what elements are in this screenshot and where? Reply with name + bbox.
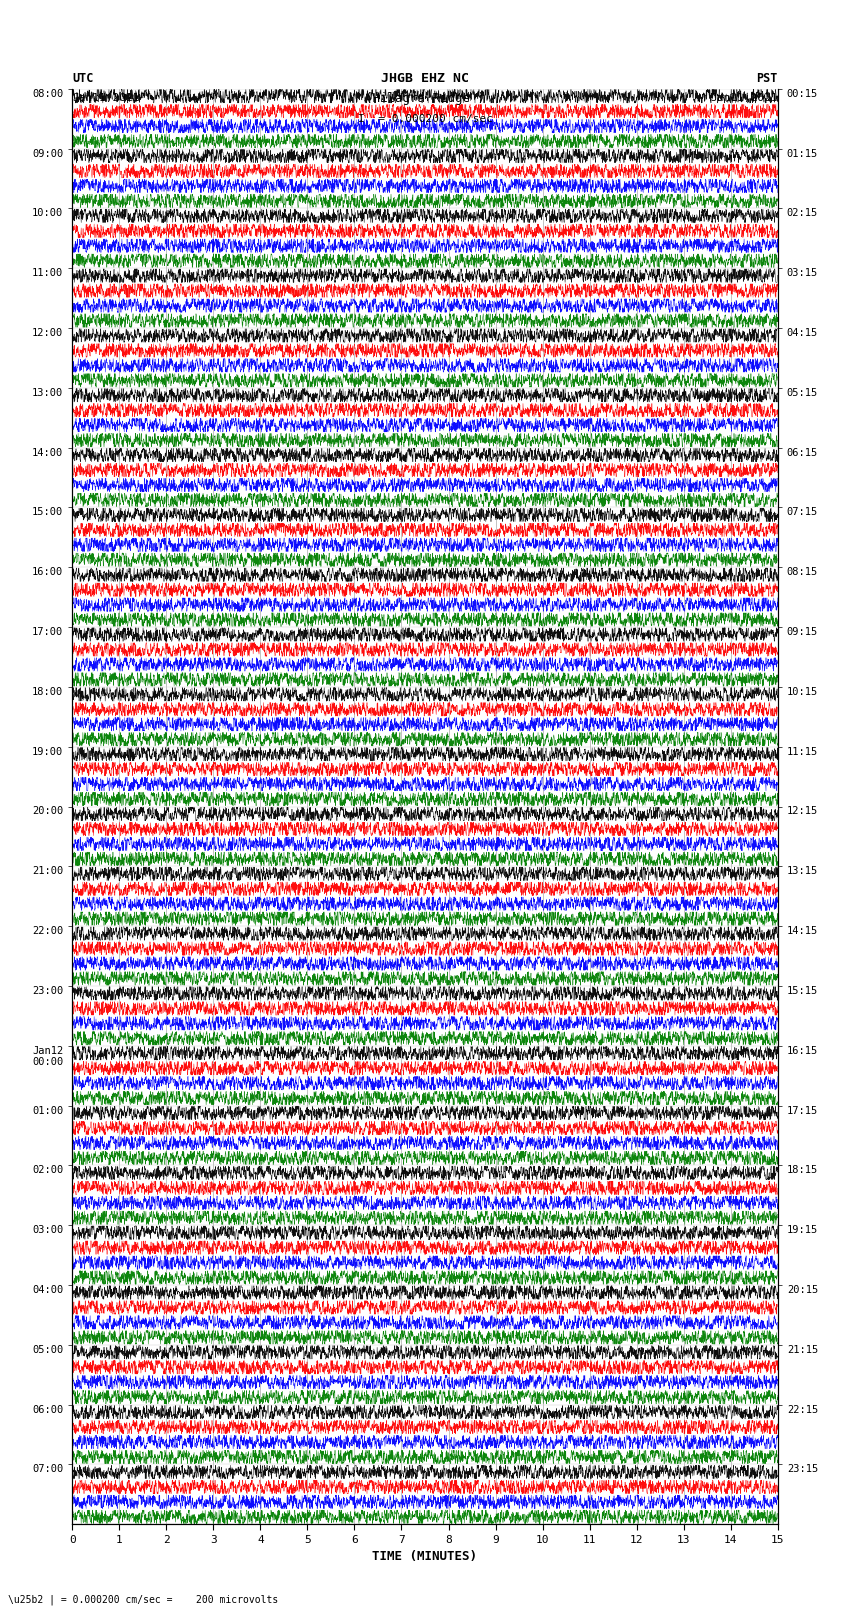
Text: I  = 0.000200 cm/sec: I = 0.000200 cm/sec	[358, 115, 492, 124]
Text: (Hilagra Ridge ): (Hilagra Ridge )	[365, 92, 485, 105]
Text: Jan11,2021: Jan11,2021	[711, 94, 778, 103]
Text: PST: PST	[756, 73, 778, 85]
X-axis label: TIME (MINUTES): TIME (MINUTES)	[372, 1550, 478, 1563]
Text: UTC: UTC	[72, 73, 94, 85]
Text: JHGB EHZ NC: JHGB EHZ NC	[381, 73, 469, 85]
Text: \u25b2 | = 0.000200 cm/sec =    200 microvolts: \u25b2 | = 0.000200 cm/sec = 200 microvo…	[8, 1594, 279, 1605]
Text: Jan11,2021: Jan11,2021	[72, 94, 139, 103]
